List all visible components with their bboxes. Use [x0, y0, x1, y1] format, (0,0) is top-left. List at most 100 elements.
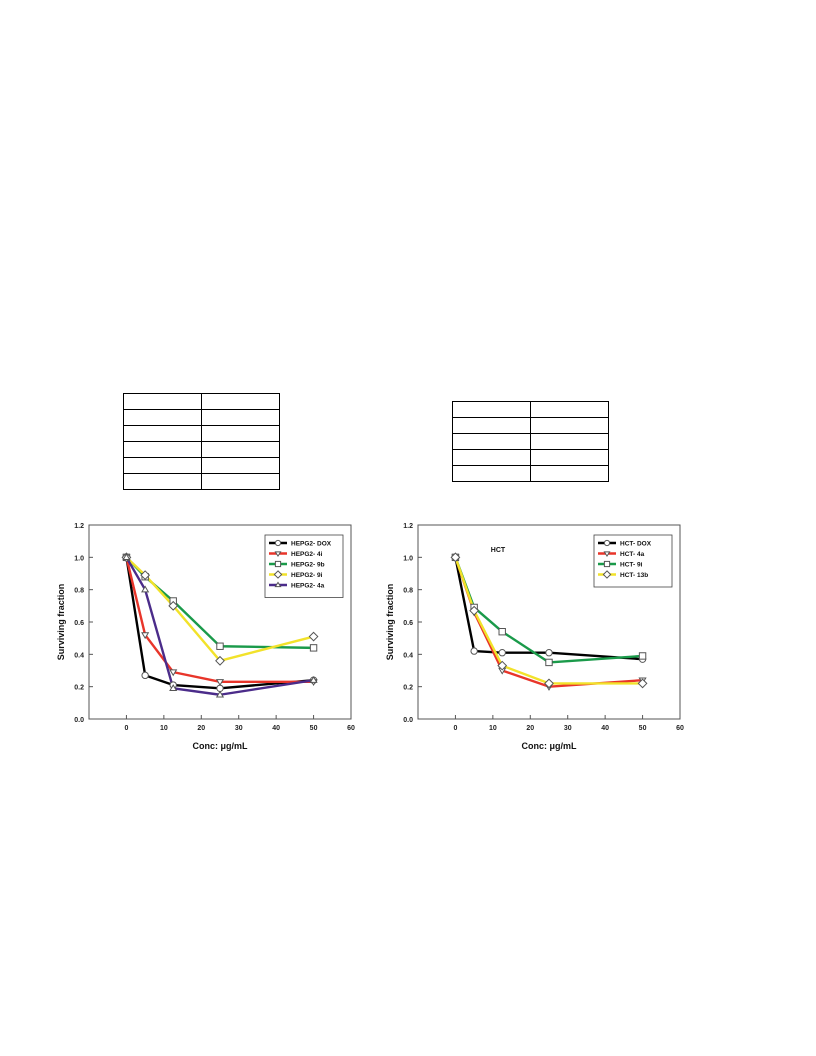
y-tick-label: 0.0	[403, 717, 413, 724]
table-left-cell	[123, 425, 202, 442]
table-left-row	[123, 409, 280, 426]
table-left-cell	[201, 457, 280, 474]
x-tick-label: 50	[639, 725, 647, 732]
data-point	[215, 655, 225, 666]
y-tick-label: 1.0	[403, 555, 413, 562]
table-left-cell	[123, 409, 202, 426]
legend-marker	[603, 551, 611, 558]
table-right-cell	[530, 449, 609, 466]
data-point	[141, 585, 150, 593]
x-tick-label: 20	[526, 725, 534, 732]
table-right-row	[452, 417, 609, 434]
legend-marker	[273, 570, 283, 579]
legend-marker	[274, 560, 282, 568]
legend-marker	[603, 539, 611, 547]
x-tick-label: 40	[272, 725, 280, 732]
series-points	[121, 552, 319, 666]
x-axis-label: Conc: μg/mL	[521, 741, 577, 751]
x-tick-label: 0	[124, 725, 128, 732]
y-tick-label: 0.4	[403, 652, 413, 659]
chart-title: HCT	[491, 547, 506, 554]
table-left-cell	[123, 441, 202, 458]
chart-hct: 0.0 0.2 0.4 0.6 0.8 1.0 1.2 0 10 20 30 40 50 60 Conc: …	[382, 515, 692, 755]
y-tick-label: 0.4	[74, 652, 84, 659]
chart-hepg2-svg: 0.0 0.2 0.4 0.6 0.8 1.0 1.2 0 10 20 30 40 50 60 Conc: …	[56, 523, 355, 751]
data-point	[308, 631, 319, 642]
legend-marker	[603, 560, 611, 568]
x-tick-label: 40	[601, 725, 609, 732]
table-left-cell	[201, 473, 280, 490]
y-tick-label: 1.2	[403, 523, 413, 530]
y-axis-label: Surviving fraction	[385, 584, 395, 661]
chart-hepg2: 0.0 0.2 0.4 0.6 0.8 1.0 1.2 0 10 20 30 40 50 60 Conc: …	[53, 515, 363, 755]
y-tick-label: 0.0	[74, 717, 84, 724]
table-right-cell	[530, 401, 609, 418]
empty-table-right	[452, 401, 609, 482]
table-right-row	[452, 449, 609, 466]
legend-label: HCT- DOX	[620, 541, 652, 548]
data-point	[497, 660, 508, 671]
table-left-row	[123, 425, 280, 442]
table-right-cell	[452, 417, 531, 434]
x-tick-label: 30	[564, 725, 572, 732]
y-tick-label: 1.2	[74, 523, 84, 530]
table-right-cell	[530, 417, 609, 434]
table-right-cell	[530, 433, 609, 450]
legend-label: HEPG2- 9b	[291, 562, 325, 569]
data-point	[545, 649, 553, 657]
table-right-cell	[452, 433, 531, 450]
data-point	[122, 553, 131, 561]
legend-label: HEPG2- 4a	[291, 583, 325, 590]
table-left-cell	[201, 441, 280, 458]
legend-label: HCT- 9i	[620, 562, 643, 569]
x-tick-label: 0	[453, 725, 457, 732]
data-point	[637, 678, 648, 689]
table-left-cell	[201, 425, 280, 442]
legend-label: HEPG2- 9i	[291, 572, 323, 579]
data-point	[140, 570, 151, 581]
y-tick-label: 0.6	[403, 620, 413, 627]
data-point	[309, 676, 318, 683]
y-axis-label: Surviving fraction	[56, 584, 66, 661]
data-point	[469, 605, 480, 616]
series-points	[122, 553, 318, 698]
table-right-cell	[452, 449, 531, 466]
table-right-cell	[452, 465, 531, 482]
data-point	[216, 684, 224, 692]
table-left-row	[123, 473, 280, 490]
table-right-cell	[452, 401, 531, 418]
series-points	[450, 552, 648, 689]
table-right-row	[452, 401, 609, 418]
table-left-row	[123, 457, 280, 474]
data-point	[169, 684, 178, 691]
table-left-row	[123, 393, 280, 410]
y-tick-label: 0.2	[403, 685, 413, 692]
table-right-row	[452, 433, 609, 450]
data-point	[544, 678, 554, 689]
legend-marker	[274, 581, 282, 588]
y-tick-label: 0.8	[74, 588, 84, 595]
data-point	[470, 647, 478, 655]
data-point	[309, 644, 318, 652]
data-point	[141, 632, 150, 640]
legend-marker	[274, 551, 282, 558]
table-left-cell	[123, 457, 202, 474]
x-tick-label: 10	[489, 725, 497, 732]
x-tick-label: 20	[197, 725, 205, 732]
x-tick-label: 10	[160, 725, 168, 732]
y-tick-label: 0.2	[74, 685, 84, 692]
table-right-row	[452, 465, 609, 482]
legend-marker	[274, 539, 282, 547]
data-point	[141, 671, 149, 680]
data-point	[450, 552, 461, 563]
chart-hct-svg: 0.0 0.2 0.4 0.6 0.8 1.0 1.2 0 10 20 30 40 50 60 Conc: …	[385, 523, 684, 751]
legend-label: HEPG2- 4i	[291, 551, 323, 558]
data-point	[169, 669, 178, 677]
legend-label: HEPG2- DOX	[291, 541, 332, 548]
legend-marker	[602, 570, 612, 579]
table-left-cell	[201, 409, 280, 426]
y-tick-label: 0.8	[403, 588, 413, 595]
legend-label: HCT- 4a	[620, 551, 645, 558]
data-point	[215, 690, 225, 698]
x-tick-label: 30	[235, 725, 243, 732]
